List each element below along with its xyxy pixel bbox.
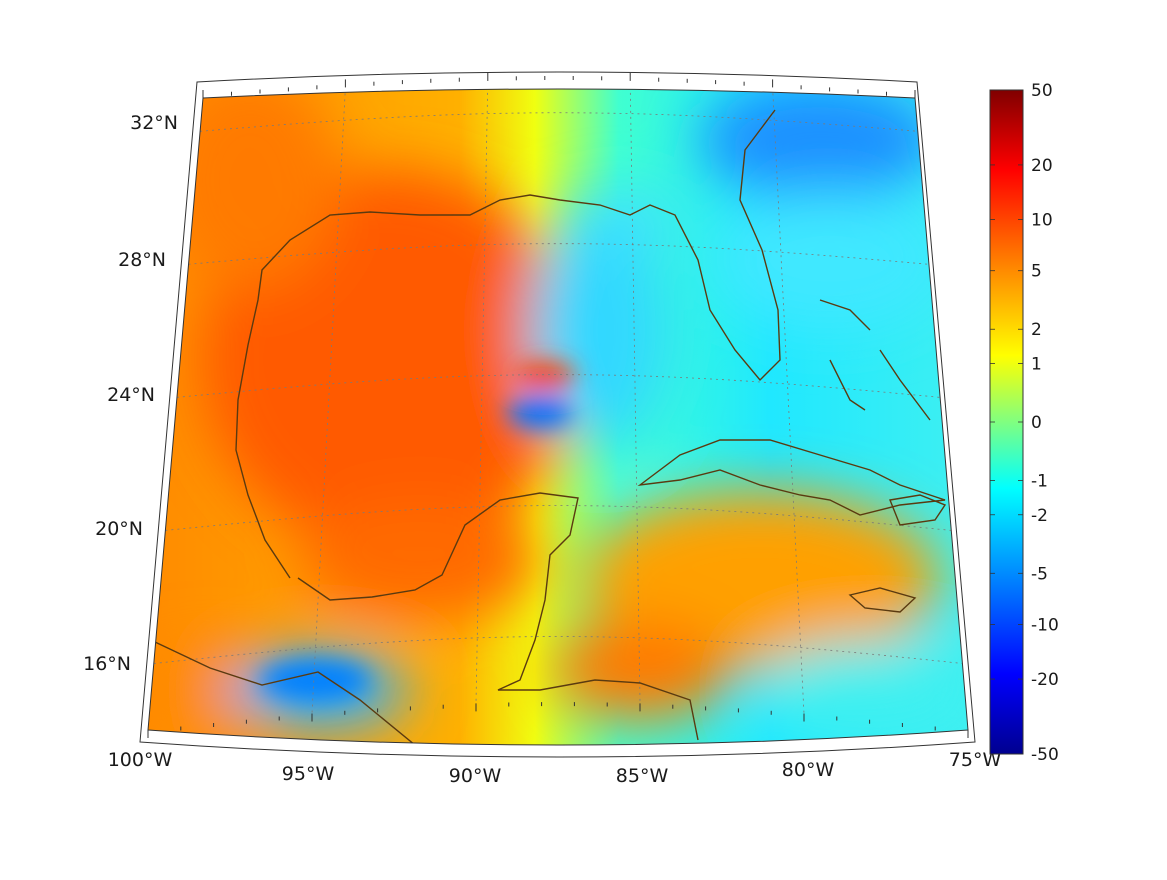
field-maximum — [515, 363, 575, 387]
parallel-line — [188, 243, 929, 265]
lat-label-32: 32°N — [130, 112, 178, 134]
latitude-labels: 32°N 28°N 24°N 20°N 16°N — [83, 112, 178, 675]
colorbar-tick-label: 2 — [1031, 320, 1042, 340]
colorbar-tick-label: -2 — [1031, 506, 1048, 526]
colorbar-tick-label: 20 — [1031, 156, 1053, 176]
field-honduras — [550, 620, 730, 720]
field-bay-campeche — [300, 500, 540, 620]
lon-label-95w: 95°W — [282, 763, 335, 785]
coast-bahamas — [819, 299, 931, 421]
field-eastern-gulf — [530, 210, 670, 450]
lon-label-100w: 100°W — [108, 749, 173, 771]
lat-label-20: 20°N — [95, 518, 143, 540]
coast-hispaniola — [889, 494, 947, 526]
meridian-line — [772, 89, 805, 714]
lat-label-28: 28°N — [118, 249, 166, 271]
parallel-line — [176, 374, 941, 398]
meridian-line — [475, 89, 489, 704]
frame-inner — [147, 88, 969, 746]
field-pacific-low — [260, 660, 370, 700]
colorbar-tick-label: 1 — [1031, 354, 1042, 374]
lon-label-75w: 75°W — [949, 749, 1002, 771]
field-minimum — [508, 396, 572, 428]
colorbar-tick-label: -20 — [1031, 670, 1059, 690]
graticule — [153, 89, 963, 714]
map-frame — [139, 71, 976, 758]
frame-outer — [139, 71, 976, 758]
colorbar-tick-label: -10 — [1031, 615, 1059, 635]
lon-label-90w: 90°W — [449, 765, 502, 787]
lon-label-80w: 80°W — [782, 759, 835, 781]
coast-gulf — [154, 109, 781, 745]
colorbar-tick-label: 0 — [1031, 413, 1042, 433]
colorbar-tick-label: -1 — [1031, 472, 1048, 492]
meridian-line — [311, 89, 346, 714]
colorbar-tick-label: -50 — [1031, 745, 1059, 765]
frame-ticks — [147, 72, 969, 738]
longitude-labels: 100°W 95°W 90°W 85°W 80°W 75°W — [108, 749, 1002, 787]
coastlines — [154, 109, 947, 745]
field-caribbean-south — [760, 640, 968, 740]
data-field — [148, 89, 968, 745]
field-atlantic-north — [700, 89, 940, 200]
coast-cuba — [637, 439, 946, 516]
meridian-line — [629, 89, 641, 704]
colorbar-tick-label: 10 — [1031, 211, 1053, 231]
lon-label-85w: 85°W — [616, 765, 669, 787]
field-atlantic-mid — [710, 190, 950, 330]
colorbar-tick-label: 5 — [1031, 262, 1042, 282]
colorbar-gradient — [989, 89, 1024, 755]
lat-label-16: 16°N — [83, 653, 131, 675]
lat-label-24: 24°N — [107, 384, 155, 406]
field-texas — [160, 89, 340, 290]
coast-jamaica — [848, 587, 917, 613]
field-florida-panhandle — [560, 190, 680, 250]
colorbar-tick-label: 50 — [1031, 81, 1053, 101]
colorbar-tick-label: -5 — [1031, 564, 1048, 584]
